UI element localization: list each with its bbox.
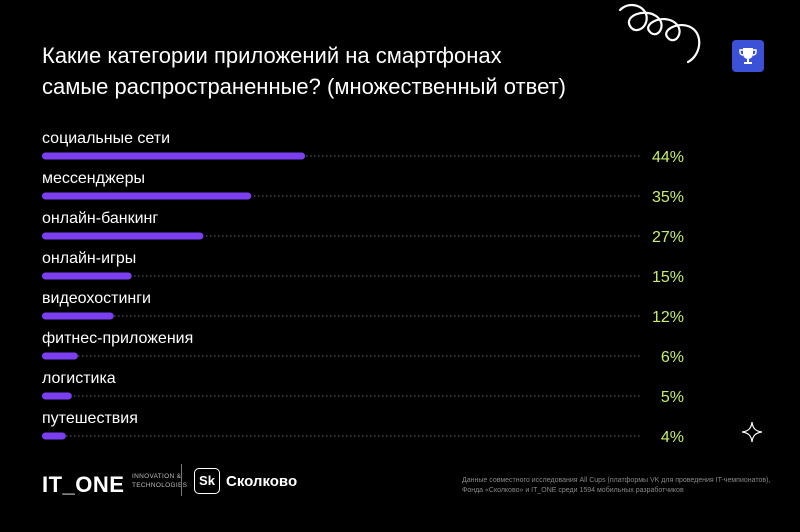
- itone-tagline: INNOVATION & TECHNOLOGIES: [132, 473, 188, 489]
- category-label: онлайн-игры: [42, 250, 136, 267]
- category-label: фитнес-приложения: [42, 330, 193, 347]
- itone-logo: IT_ONE: [42, 472, 125, 497]
- chart-title: Какие категории приложений на смартфонах…: [42, 43, 566, 99]
- spiral-decoration-icon: [618, 4, 701, 64]
- value-label: 44%: [652, 149, 684, 166]
- category-label: мессенджеры: [42, 170, 145, 187]
- footer-divider: [181, 464, 182, 496]
- category-label: видеохостинги: [42, 290, 151, 307]
- category-label: путешествия: [42, 410, 138, 427]
- bar: [42, 312, 114, 320]
- bar: [42, 272, 132, 280]
- bar: [42, 192, 252, 200]
- trophy-icon: [732, 40, 764, 72]
- source-footnote: Данные совместного исследования All Cups…: [462, 477, 771, 494]
- value-label: 6%: [661, 349, 684, 366]
- bar: [42, 232, 204, 240]
- category-label: социальные сети: [42, 130, 170, 147]
- value-label: 12%: [652, 309, 684, 326]
- bar: [42, 352, 78, 360]
- bar: [42, 432, 66, 440]
- bar: [42, 152, 306, 160]
- value-label: 27%: [652, 229, 684, 246]
- category-label: онлайн-банкинг: [42, 210, 158, 227]
- value-label: 15%: [652, 269, 684, 286]
- skolkovo-name: Сколково: [226, 473, 298, 490]
- value-label: 4%: [661, 429, 684, 446]
- bar: [42, 392, 72, 400]
- skolkovo-logo-icon: Sk: [194, 468, 220, 494]
- sparkle-icon: [742, 422, 762, 442]
- value-label: 35%: [652, 189, 684, 206]
- value-label: 5%: [661, 389, 684, 406]
- category-label: логистика: [42, 370, 116, 387]
